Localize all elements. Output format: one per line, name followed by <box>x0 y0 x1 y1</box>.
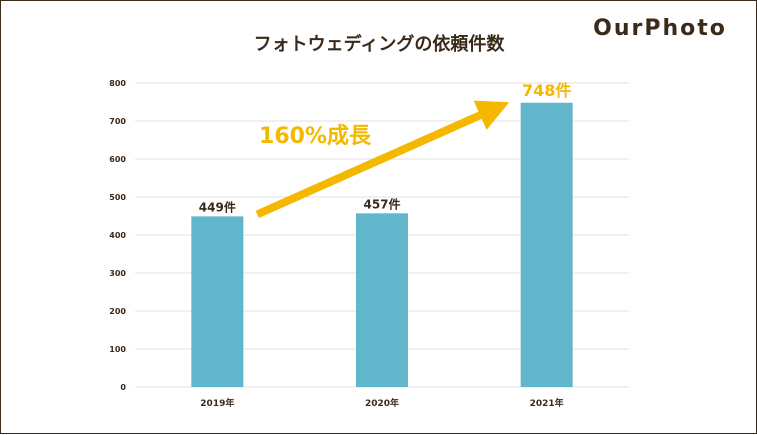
growth-arrow <box>255 100 510 219</box>
y-tick-label: 100 <box>109 345 126 354</box>
data-label: 457件 <box>363 196 400 211</box>
y-axis-ticks: 0 100 200 300 400 500 600 700 800 <box>109 79 126 392</box>
y-tick-label: 200 <box>109 307 126 316</box>
ourphoto-logo: OurPhoto <box>593 16 727 41</box>
bars <box>191 102 573 387</box>
chart-title: フォトウェディングの依頼件数 <box>254 33 506 55</box>
data-labels: 449件 457件 748件 <box>199 81 572 215</box>
y-tick-label: 600 <box>109 155 126 164</box>
x-axis-ticks: 2019年 2020年 2021年 <box>200 397 563 409</box>
x-tick-label: 2020年 <box>365 397 399 409</box>
bar-2020年 <box>356 213 408 387</box>
y-tick-label: 300 <box>109 269 126 278</box>
y-tick-label: 0 <box>120 383 126 392</box>
y-tick-label: 400 <box>109 231 126 240</box>
x-tick-label: 2019年 <box>200 397 234 409</box>
bar-2021年 <box>520 102 573 387</box>
growth-annotation: 160%成長 <box>259 124 372 149</box>
data-label: 449件 <box>199 199 236 214</box>
data-label: 748件 <box>522 81 571 100</box>
y-tick-label: 800 <box>109 79 126 88</box>
x-tick-label: 2021年 <box>530 397 564 409</box>
y-tick-label: 500 <box>109 193 126 202</box>
y-tick-label: 700 <box>109 117 126 126</box>
bar-2019年 <box>191 216 244 387</box>
